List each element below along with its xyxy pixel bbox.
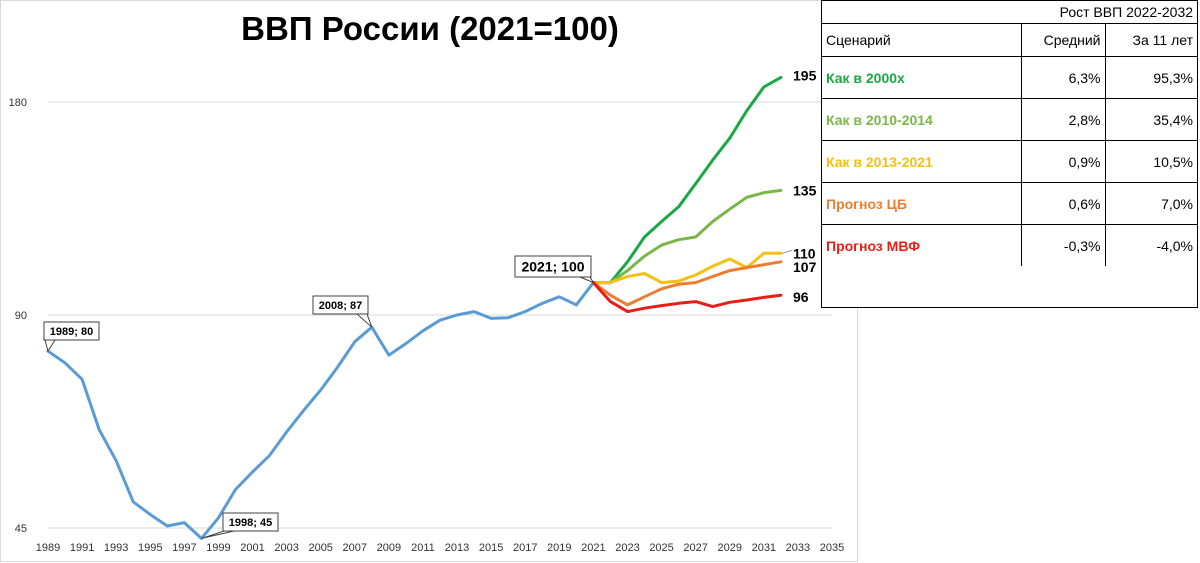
- scenario-name: Как в 2013-2021: [822, 140, 1022, 183]
- x-tick-label: 1999: [206, 542, 230, 554]
- x-tick-label: 2017: [513, 542, 537, 554]
- callout-pointer: [355, 313, 373, 328]
- series-line-0: [46, 281, 595, 540]
- scenario-name: Как в 2000х: [822, 56, 1022, 99]
- scenario-total: 7,0%: [1105, 182, 1198, 225]
- scenario-total: 10,5%: [1105, 140, 1198, 183]
- scenario-total: -4,0%: [1156, 237, 1194, 254]
- y-tick-label: 45: [15, 523, 27, 535]
- scenario-total: 95,3%: [1105, 56, 1198, 99]
- x-tick-label: 2031: [752, 542, 776, 554]
- x-tick-label: 2021: [581, 542, 605, 554]
- x-tick-label: 2019: [547, 542, 571, 554]
- x-tick-label: 2001: [240, 542, 264, 554]
- x-tick-label: 1991: [70, 542, 94, 554]
- callout-label: 2008; 87: [319, 300, 362, 312]
- x-tick-label: 2009: [377, 542, 401, 554]
- table-row: Как в 2010-2014 2,8% 35,4%: [822, 98, 1198, 141]
- series-end-label: 96: [793, 289, 809, 305]
- x-tick-label: 2003: [274, 542, 298, 554]
- series-line-3: [591, 251, 783, 285]
- scenario-table: Рост ВВП 2022-2032 Сценарий Средний За 1…: [821, 0, 1198, 308]
- callout-box: [312, 295, 369, 315]
- series-line-4: [591, 260, 783, 307]
- callout-label: 2021; 100: [521, 259, 584, 275]
- chart-frame: [0, 0, 858, 562]
- callout-pointer: [579, 276, 595, 284]
- series-end-label: 135: [793, 182, 817, 198]
- series-end-label: 107: [793, 259, 817, 275]
- x-tick-label: 2033: [786, 542, 810, 554]
- x-tick-label: 1997: [172, 542, 196, 554]
- x-tick-label: 2035: [820, 542, 844, 554]
- table-header-scenario: Сценарий: [822, 23, 1022, 57]
- callout-box: [514, 255, 592, 278]
- callout-label: 1989; 80: [50, 326, 93, 338]
- x-tick-label: 2011: [411, 542, 435, 554]
- scenario-average: 6,3%: [1021, 56, 1106, 99]
- scenario-average: 2,8%: [1021, 98, 1106, 141]
- table-row: Прогноз ЦБ 0,6% 7,0%: [822, 182, 1198, 225]
- scenario-table-grid: Рост ВВП 2022-2032 Сценарий Средний За 1…: [822, 1, 1198, 266]
- end-label-leader: [781, 249, 793, 254]
- x-tick-label: 2029: [717, 542, 741, 554]
- chart-area: 45 90 180 1989 1991 1993 1995 1997 1999 2001 2003 2…: [0, 0, 858, 562]
- x-tick-label: 1989: [36, 542, 60, 554]
- x-tick-label: 2015: [479, 542, 503, 554]
- table-header-growth-title: Рост ВВП 2022-2032: [1021, 1, 1198, 24]
- series-end-label: 195: [793, 67, 817, 83]
- scenario-name: Прогноз ЦБ: [822, 182, 1022, 225]
- y-tick-label: 180: [9, 97, 27, 109]
- table-header-total: За 11 лет: [1105, 23, 1198, 57]
- table-header-row: Сценарий Средний За 11 лет: [822, 23, 1198, 57]
- x-tick-label: 2023: [615, 542, 639, 554]
- scenario-name: Прогноз МВФ: [822, 224, 1022, 266]
- x-tick-label: 2007: [343, 542, 367, 554]
- series-line-2: [591, 188, 783, 285]
- table-header-top-row: Рост ВВП 2022-2032: [822, 1, 1198, 24]
- x-tick-label: 2013: [445, 542, 469, 554]
- scenario-name: Как в 2010-2014: [822, 98, 1022, 141]
- y-tick-label: 90: [15, 310, 27, 322]
- x-tick-label: 2025: [649, 542, 673, 554]
- x-tick-label: 1993: [104, 542, 128, 554]
- x-tick-label: 1995: [138, 542, 162, 554]
- table-row: Как в 2013-2021 0,9% 10,5%: [822, 140, 1198, 183]
- callout-label: 1998; 45: [229, 517, 272, 529]
- scenario-average: 0,6%: [1021, 182, 1106, 225]
- scenario-average: -0,3%: [1021, 224, 1106, 266]
- chart-title: ВВП России (2021=100): [241, 10, 619, 47]
- x-tick-label: 2027: [683, 542, 707, 554]
- scenario-average: 0,9%: [1021, 140, 1106, 183]
- callout-box: [43, 321, 100, 341]
- gdp-line-chart: 45 90 180 1989 1991 1993 1995 1997 1999 2001 2003 2…: [0, 0, 858, 562]
- series-line-5: [591, 281, 783, 314]
- table-header-average: Средний: [1021, 23, 1106, 57]
- table-header-empty-cell: [822, 1, 1021, 24]
- series-end-label: 110: [793, 245, 816, 261]
- table-row: Как в 2000х 6,3% 95,3%: [822, 56, 1198, 99]
- series-line-1: [591, 75, 783, 285]
- callout-box: [222, 512, 279, 532]
- callout-pointer: [44, 339, 56, 353]
- x-tick-label: 2005: [308, 542, 332, 554]
- scenario-total: 35,4%: [1105, 98, 1198, 141]
- table-row: Прогноз МВФ -0,3% -4,0%: [822, 224, 1197, 266]
